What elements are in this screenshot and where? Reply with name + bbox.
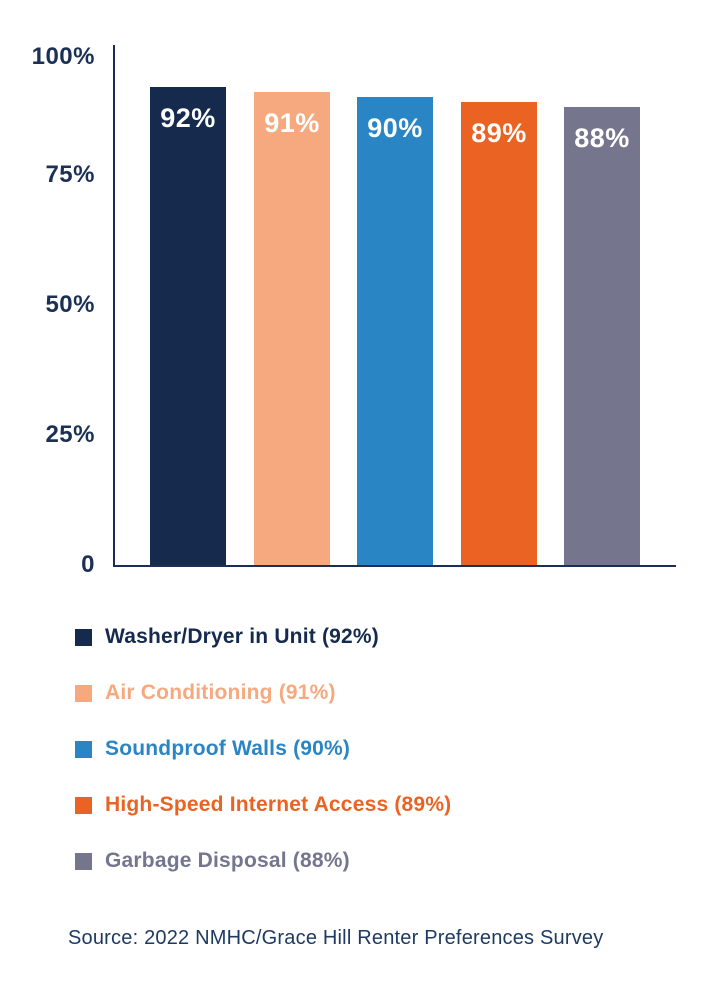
- y-tick-label: 75%: [45, 161, 95, 188]
- legend-item: Washer/Dryer in Unit (92%): [75, 625, 451, 649]
- bar-value-label: 89%: [471, 118, 527, 148]
- bar-garbage-disposal: 88%: [564, 107, 640, 565]
- legend-label: Soundproof Walls (90%): [105, 737, 351, 760]
- legend-item: High-Speed Internet Access (89%): [75, 793, 451, 817]
- legend-label: High-Speed Internet Access (89%): [105, 793, 452, 816]
- y-tick-label: 100%: [31, 43, 95, 70]
- legend-label: Air Conditioning (91%): [105, 681, 336, 704]
- legend-swatch-icon: [75, 684, 92, 702]
- y-tick-label: 50%: [45, 291, 95, 318]
- legend-swatch-icon: [75, 852, 92, 870]
- legend-item: Soundproof Walls (90%): [75, 737, 451, 761]
- legend-label: Washer/Dryer in Unit (92%): [105, 625, 379, 648]
- bar-value-label: 90%: [367, 113, 423, 143]
- legend-swatch-icon: [75, 796, 92, 814]
- y-tick-label: 0: [81, 551, 95, 578]
- legend: Washer/Dryer in Unit (92%) Air Conditioni…: [75, 625, 451, 905]
- source-note: Source: 2022 NMHC/Grace Hill Renter Pref…: [68, 927, 604, 949]
- legend-label: Garbage Disposal (88%): [105, 849, 350, 872]
- legend-item: Garbage Disposal (88%): [75, 849, 451, 873]
- y-tick-label: 25%: [45, 421, 95, 448]
- bar-value-label: 91%: [264, 108, 320, 138]
- legend-swatch-icon: [75, 740, 92, 758]
- y-axis-line: [113, 45, 115, 567]
- bar-value-label: 92%: [160, 103, 216, 133]
- legend-swatch-icon: [75, 628, 92, 646]
- legend-item: Air Conditioning (91%): [75, 681, 451, 705]
- bar-washer-dryer-in-unit: 92%: [150, 87, 226, 565]
- bar-soundproof-walls: 90%: [357, 97, 433, 565]
- x-axis-line: [113, 565, 676, 567]
- bar-chart: 0 25% 50% 75% 100% 92% 91% 90% 89% 88%: [31, 43, 676, 578]
- bar-high-speed-internet-access: 89%: [461, 102, 537, 565]
- bar-air-conditioning: 91%: [254, 92, 330, 565]
- bar-value-label: 88%: [574, 123, 630, 153]
